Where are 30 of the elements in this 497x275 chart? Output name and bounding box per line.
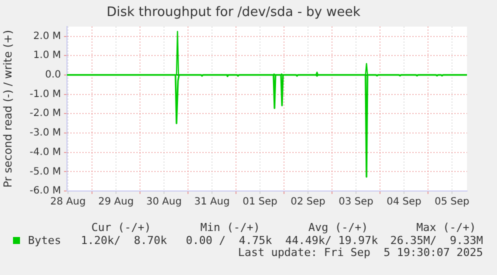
y-tick-label: -6.0 M [30, 186, 61, 197]
y-tick-label: -5.0 M [30, 166, 61, 178]
x-tick-label: 02 Sep [290, 196, 326, 208]
y-tick-label: 2.0 M [33, 30, 61, 42]
y-axis-title: Pr second read (-) / write (+) [1, 30, 14, 188]
x-tick-label: 31 Aug [194, 196, 230, 208]
text: Min (-/+) [200, 221, 260, 234]
legend-label: Bytes [28, 234, 62, 247]
x-tick-label: 05 Sep [434, 196, 470, 208]
text: Max (-/+) [416, 221, 476, 234]
text: 0.00 / 4.75k [186, 234, 272, 247]
y-tick-label: -4.0 M [30, 146, 61, 158]
x-tick-label: 03 Sep [338, 196, 374, 208]
y-tick-label: 1.0 M [33, 50, 61, 62]
y-tick-label: -2.0 M [30, 108, 61, 120]
x-tick-label: 01 Sep [242, 196, 278, 208]
text: Cur (-/+) [91, 221, 151, 234]
text: Last update: Fri Sep 5 19:30:07 2025 [238, 246, 483, 259]
chart-title: Disk throughput for /dev/sda - by week [106, 5, 361, 20]
text: Avg (-/+) [308, 221, 368, 234]
y-tick-label: -3.0 M [30, 128, 61, 139]
x-tick-label: 28 Aug [50, 196, 86, 208]
y-tick-label: -1.0 M [30, 88, 61, 100]
x-tick-label: 29 Aug [98, 196, 134, 208]
y-tick-label: 0.0 [45, 70, 61, 81]
x-tick-label: 04 Sep [386, 196, 422, 208]
text: 1.20k/ 8.70k [80, 234, 167, 247]
text: 26.35M/ 9.33M [390, 234, 483, 247]
text: 44.49k/ 19.97k [285, 234, 378, 247]
x-tick-label: 30 Aug [146, 196, 182, 208]
